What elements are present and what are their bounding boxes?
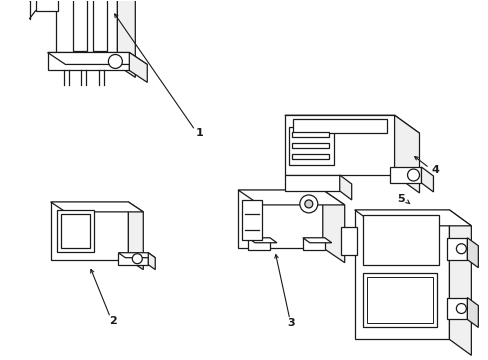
Circle shape	[407, 169, 419, 181]
Polygon shape	[128, 202, 143, 270]
Polygon shape	[285, 115, 394, 175]
Polygon shape	[448, 210, 470, 355]
Text: 2: 2	[109, 316, 117, 326]
Circle shape	[304, 200, 312, 208]
Text: 1: 1	[195, 129, 203, 139]
Circle shape	[108, 54, 122, 68]
Polygon shape	[50, 202, 143, 212]
Polygon shape	[366, 276, 432, 323]
Polygon shape	[340, 227, 356, 255]
Polygon shape	[93, 0, 107, 50]
Circle shape	[132, 254, 142, 264]
Polygon shape	[118, 253, 155, 258]
Polygon shape	[362, 273, 437, 328]
Polygon shape	[56, 0, 117, 66]
Circle shape	[299, 195, 317, 213]
Polygon shape	[447, 298, 467, 319]
Polygon shape	[47, 53, 129, 71]
Polygon shape	[421, 167, 432, 192]
Polygon shape	[148, 253, 155, 270]
Text: 3: 3	[287, 318, 295, 328]
Polygon shape	[247, 238, 269, 250]
Polygon shape	[47, 53, 147, 64]
Text: 4: 4	[431, 166, 439, 175]
Polygon shape	[288, 127, 333, 165]
Polygon shape	[339, 175, 351, 200]
Bar	[291, 143, 328, 148]
Polygon shape	[285, 175, 339, 191]
Polygon shape	[302, 238, 331, 243]
Polygon shape	[362, 215, 439, 265]
Bar	[291, 154, 328, 159]
Polygon shape	[242, 200, 262, 240]
Polygon shape	[302, 238, 324, 250]
Polygon shape	[118, 253, 148, 265]
Text: 5: 5	[397, 194, 404, 204]
Polygon shape	[73, 0, 87, 50]
Polygon shape	[61, 214, 90, 248]
Circle shape	[455, 303, 466, 314]
Polygon shape	[129, 53, 147, 82]
Circle shape	[455, 244, 466, 254]
Polygon shape	[292, 119, 386, 133]
Polygon shape	[238, 190, 344, 205]
Polygon shape	[50, 202, 128, 260]
Polygon shape	[117, 0, 135, 77]
Polygon shape	[447, 238, 467, 260]
Polygon shape	[247, 238, 276, 243]
Polygon shape	[285, 115, 419, 133]
Bar	[291, 132, 328, 137]
Polygon shape	[394, 115, 419, 193]
Polygon shape	[322, 190, 344, 263]
Polygon shape	[36, 0, 58, 11]
Polygon shape	[238, 190, 322, 248]
Polygon shape	[467, 298, 477, 328]
Polygon shape	[389, 167, 421, 183]
Polygon shape	[57, 210, 94, 252]
Polygon shape	[354, 210, 448, 339]
Polygon shape	[467, 238, 477, 268]
Polygon shape	[354, 210, 470, 226]
